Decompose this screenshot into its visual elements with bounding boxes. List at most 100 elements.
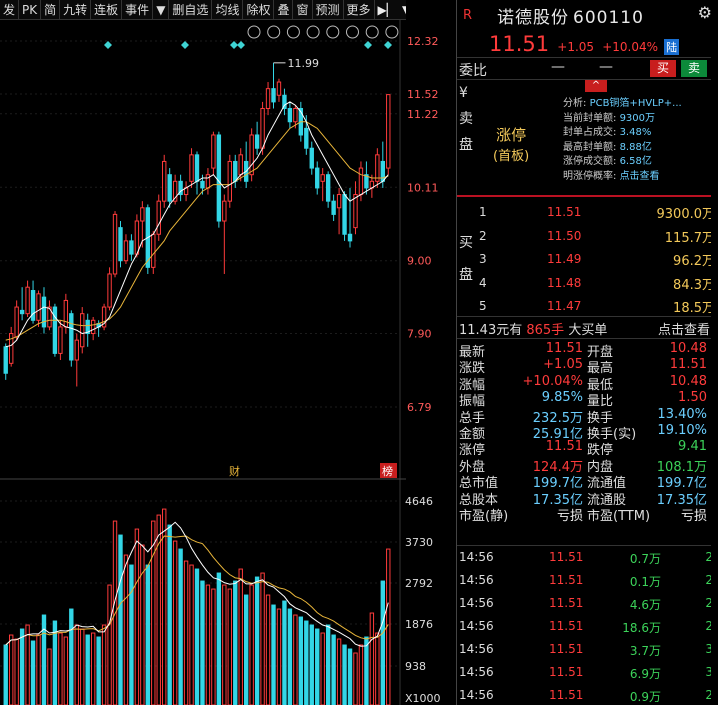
limit-analysis: 分析: PCB铜箔+HVLP+... 当前封单额: 9300万 封单占成交: 3.4… <box>563 97 682 184</box>
buy-level-row[interactable]: 4 11.48 84.3万 <box>477 273 717 295</box>
undo-icon[interactable] <box>306 25 320 39</box>
toolbar-item-0[interactable]: 发 <box>0 0 20 19</box>
toolbar-item-12[interactable]: 预测 <box>313 0 344 19</box>
gear-icon[interactable]: ⚙ <box>697 3 712 22</box>
plus-icon[interactable] <box>365 25 379 39</box>
sell-area: ¥ 卖 盘 ^ 涨停 (首板) 分析: PCB铜箔+HVLP+... 当前封单额:… <box>457 80 718 197</box>
tick-row: 14:56 11.51 18.6万 2 <box>457 615 718 638</box>
volume-bar <box>353 652 358 705</box>
price-tick-label: 7.90 <box>407 328 432 341</box>
toolbar-item-8[interactable]: 均线 <box>212 0 244 19</box>
price-tick-label: 12.32 <box>407 35 439 48</box>
toolbar-item-11[interactable]: 窗 <box>293 0 313 19</box>
volume-bar <box>243 594 249 705</box>
candle-body <box>375 154 380 182</box>
hand-icon[interactable] <box>267 25 281 39</box>
analysis-value[interactable]: 点击查看 <box>619 170 660 182</box>
finance-badge[interactable]: 财 <box>229 464 240 478</box>
tick-time: 14:56 <box>459 688 494 702</box>
candle-body <box>205 174 211 189</box>
lock-icon[interactable] <box>346 25 359 39</box>
toolbar-item-5[interactable]: 事件 <box>122 0 154 19</box>
tick-time: 14:56 <box>459 550 494 564</box>
rank-badge[interactable]: 榜 <box>382 464 393 478</box>
price-tick-label: 6.79 <box>407 401 432 414</box>
candle-body <box>118 227 123 262</box>
analysis-key: 明涨停概率: <box>563 170 620 182</box>
analysis-key: 最高封单额: <box>563 141 620 153</box>
volume-bar <box>25 624 30 705</box>
tick-list[interactable]: 14:56 11.51 0.7万 2 14:56 11.51 0.1万 2 14:56 11.51… <box>457 545 718 705</box>
sell-button[interactable]: 卖 <box>681 60 707 77</box>
minus-icon[interactable] <box>385 25 399 39</box>
volume-chart[interactable]: 4646 3730 2792 1876 938 X1000 <box>0 480 456 705</box>
quote-value: 亏损 <box>680 509 707 524</box>
volume-bar <box>3 644 8 705</box>
toolbar-item-13[interactable]: 更多 <box>344 0 375 19</box>
buy-level-row[interactable]: 3 11.49 96.2万 <box>477 249 717 271</box>
big-order-prefix: 11.43元有 <box>459 323 523 338</box>
quote-key: 流通值 <box>587 476 627 492</box>
volume-bar <box>287 608 293 705</box>
volume-bar <box>162 508 167 705</box>
volume-bar <box>151 520 156 705</box>
toolbar-item-2[interactable]: 简 <box>41 0 61 19</box>
event-diamond-icon[interactable] <box>237 41 245 49</box>
quote-row: 涨幅 +10.04% 最低 10.48 <box>457 373 717 393</box>
buy-button[interactable]: 买 <box>650 60 676 77</box>
analysis-value: 8.88亿 <box>619 141 652 153</box>
toolbar-item-6[interactable]: ▼ <box>153 0 170 19</box>
volume-bar <box>227 588 232 705</box>
volume-bar <box>58 632 63 705</box>
play-icon[interactable] <box>286 25 300 39</box>
eye-icon[interactable] <box>247 25 261 39</box>
toolbar-item-10[interactable]: 叠 <box>274 0 294 19</box>
cut-icon[interactable] <box>326 25 340 39</box>
buy-level-row[interactable]: 1 11.51 9300.0万 <box>477 202 717 224</box>
candle-body <box>200 180 205 189</box>
volume-bar <box>211 588 216 705</box>
stock-code: 600110 <box>573 8 644 28</box>
candlestick-chart[interactable]: 12.32 11.52 11.22 10.11 9.00 7.90 6.79 11.99 财 榜 <box>0 20 456 480</box>
edge-strip <box>711 0 718 705</box>
candle-body <box>254 134 260 149</box>
toolbar-item-1[interactable]: PK <box>19 0 42 19</box>
buy-level-row[interactable]: 5 11.47 18.5万 <box>477 296 717 318</box>
event-diamond-icon[interactable] <box>181 41 189 49</box>
event-diamond-icon[interactable] <box>230 41 238 49</box>
tick-price: 11.51 <box>549 573 584 587</box>
candle-body <box>69 313 74 361</box>
stock-name[interactable]: 诺德股份 600110 <box>497 3 644 28</box>
collapse-arrow-icon[interactable]: ^ <box>585 80 607 92</box>
quote-key: 量比 <box>587 394 614 410</box>
candle-body <box>325 174 331 202</box>
tick-count: 2 <box>705 596 713 610</box>
analysis-row[interactable]: 明涨停概率: 点击查看 <box>563 170 682 185</box>
event-diamond-icon[interactable] <box>104 41 112 49</box>
pin-icon[interactable]: ▶▏ <box>377 2 396 17</box>
candle-body <box>36 293 41 321</box>
toolbar-item-9[interactable]: 除权 <box>243 0 275 19</box>
weicha-value: — <box>599 59 613 75</box>
volume-bar <box>347 648 353 705</box>
tick-row: 14:56 11.51 3.7万 3 <box>457 638 718 661</box>
buy-level-row[interactable]: 2 11.50 115.7万 <box>477 226 717 248</box>
event-diamond-icon[interactable] <box>364 41 372 49</box>
toolbar-item-4[interactable]: 连板 <box>91 0 123 19</box>
event-diamond-icon[interactable] <box>384 41 392 49</box>
quote-value: 10.48 <box>669 341 707 356</box>
buy-level-price: 11.48 <box>547 275 582 290</box>
menu-arrow-icon[interactable]: ▼ <box>399 0 406 19</box>
quote-key: 总市值 <box>459 476 499 492</box>
quote-value: 10.48 <box>669 373 707 389</box>
r-mark: R <box>463 8 473 23</box>
quote-key: 换手 <box>587 410 614 426</box>
quote-key: 涨跌 <box>459 361 486 377</box>
tick-price: 11.51 <box>549 596 584 610</box>
big-order-link[interactable]: 点击查看 <box>657 323 710 338</box>
candle-body <box>238 154 243 176</box>
toolbar-item-7[interactable]: 删自选 <box>169 0 213 19</box>
buy-level-qty: 115.7万 <box>664 230 715 246</box>
price-change: +1.05 <box>557 40 595 54</box>
toolbar-item-3[interactable]: 九转 <box>60 0 92 19</box>
